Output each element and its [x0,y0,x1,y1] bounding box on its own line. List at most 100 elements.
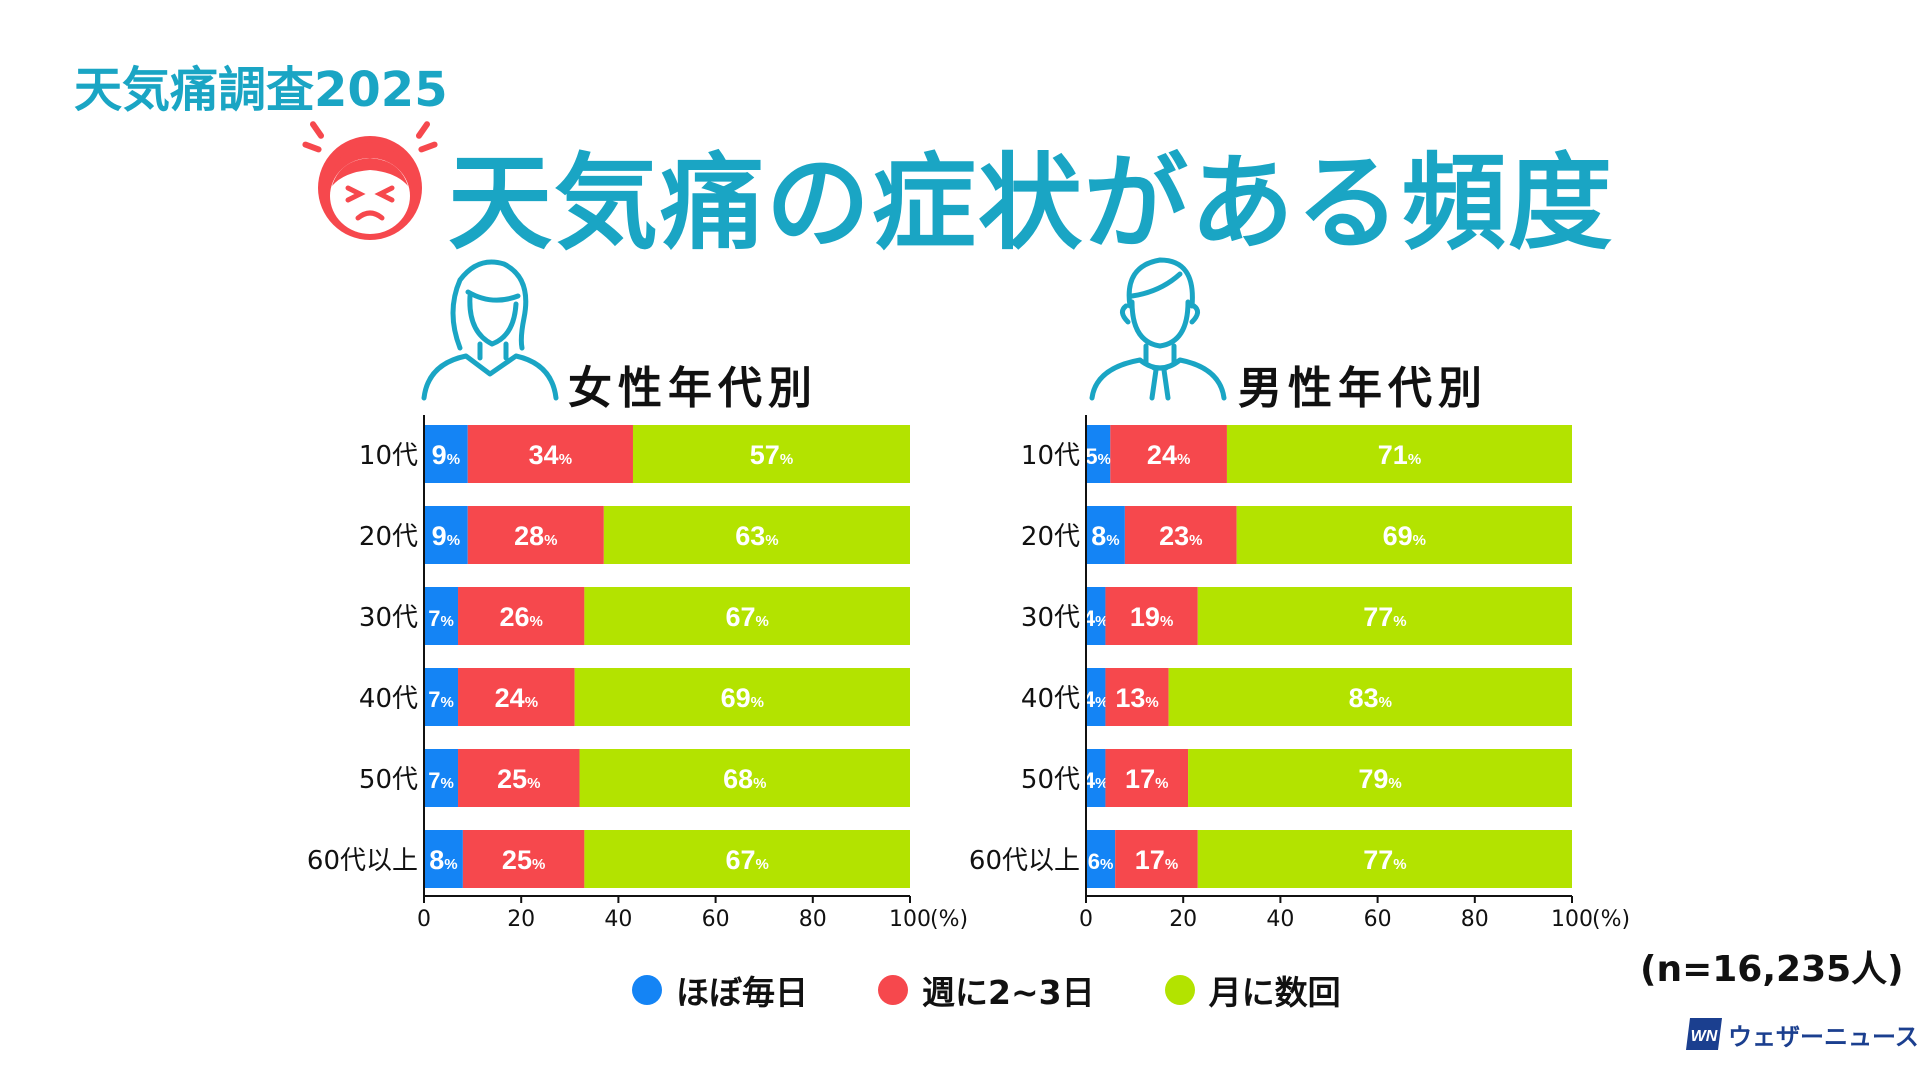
female-bar-weekly [458,749,580,807]
female-x-tick-label: 100 [889,907,931,932]
male-x-unit-label: (%) [1592,907,1630,932]
male-category-label: 20代 [1021,522,1080,552]
male-data-label-monthly: 77% [1363,602,1406,632]
female-bar-weekly [467,425,633,483]
female-data-label-weekly: 34% [529,440,572,470]
female-bar-daily [424,425,468,483]
headache-face-icon [302,121,438,240]
female-category-label: 40代 [359,684,418,714]
page-title: 天気痛の症状がある頻度 [448,142,1615,264]
female-bar-weekly [467,506,604,564]
male-bar-daily [1086,587,1106,645]
male-bar-monthly [1168,668,1572,726]
legend-swatch-monthly [1164,975,1195,1005]
male-x-tick-label: 60 [1364,907,1392,932]
male-x-tick-label: 80 [1461,907,1489,932]
male-bar-weekly [1115,830,1198,888]
male-data-label-monthly: 77% [1363,845,1406,875]
male-bar-weekly [1105,749,1189,807]
legend-item-weekly: 週に2~3日 [878,966,1095,1014]
female-data-label-monthly: 57% [750,440,793,470]
male-data-label-weekly: 17% [1135,845,1178,875]
female-bar-daily [424,830,463,888]
female-data-label-daily: 7% [428,687,454,712]
male-x-tick-label: 40 [1266,907,1294,932]
female-category-label: 60代以上 [307,846,418,876]
female-x-tick-label: 60 [702,907,730,932]
male-bar-daily [1086,506,1125,564]
legend-label-monthly: 月に数回 [1208,973,1341,1012]
female-bar-weekly [458,668,575,726]
legend-label-daily: ほぼ毎日 [676,973,808,1012]
female-bar-daily [424,506,468,564]
male-bar-daily [1086,425,1111,483]
male-category-label: 60代以上 [969,846,1080,876]
female-bar-daily [424,587,459,645]
female-bar-weekly [458,587,585,645]
male-bar-monthly [1226,425,1572,483]
sample-size-note: (n=16,235人) [1640,949,1904,990]
female-data-label-weekly: 25% [497,764,540,794]
male-data-label-weekly: 13% [1115,683,1158,713]
female-x-tick-label: 40 [604,907,632,932]
male-panel-title: 男性年代別 [1238,363,1488,414]
female-data-label-monthly: 67% [725,845,768,875]
male-bar-daily [1086,668,1106,726]
female-category-label: 50代 [359,765,418,795]
female-data-label-monthly: 63% [735,521,778,551]
legend: ほぼ毎日 週に2~3日 月に数回 [632,965,1341,1015]
female-data-label-daily: 9% [432,440,460,470]
male-bar-monthly [1236,506,1572,564]
male-category-label: 10代 [1021,441,1080,471]
woman-outline-icon [421,259,559,401]
survey-label: 天気痛調査2025 [74,62,448,118]
female-x-unit-label: (%) [930,907,968,932]
female-category-label: 30代 [359,603,418,633]
male-data-label-weekly: 24% [1147,440,1190,470]
male-bar-daily [1086,749,1106,807]
female-category-label: 20代 [359,522,418,552]
male-data-label-daily: 8% [1091,521,1119,551]
female-x-tick-label: 80 [799,907,827,932]
male-data-label-weekly: 19% [1130,602,1173,632]
female-bar-monthly [579,749,910,807]
female-bar-monthly [584,587,910,645]
female-panel-title: 女性年代別 [568,363,818,414]
female-category-label: 10代 [359,441,418,471]
male-bar-weekly [1124,506,1237,564]
male-category-label: 30代 [1021,603,1080,633]
legend-swatch-weekly [878,975,908,1005]
female-data-label-daily: 8% [429,845,457,875]
female-bar-weekly [462,830,585,888]
male-x-tick-label: 100 [1551,907,1593,932]
weathernews-logo-icon: WN [1686,1018,1722,1050]
female-bar-monthly [603,506,910,564]
female-data-label-daily: 7% [428,768,454,793]
female-data-label-monthly: 67% [725,602,768,632]
male-data-label-weekly: 17% [1125,764,1168,794]
female-bar-daily [424,749,459,807]
male-bar-monthly [1188,749,1572,807]
male-data-label-daily: 5% [1085,444,1111,469]
male-bar-weekly [1110,425,1227,483]
male-bar-weekly [1105,587,1198,645]
female-bar-daily [424,668,459,726]
male-data-label-monthly: 83% [1349,683,1392,713]
female-data-label-weekly: 26% [500,602,543,632]
svg-text:WN: WN [1691,1028,1718,1045]
female-bar-monthly [632,425,910,483]
female-data-label-daily: 7% [428,606,454,631]
female-data-label-weekly: 25% [502,845,545,875]
male-bar-monthly [1197,830,1572,888]
legend-label-weekly: 週に2~3日 [922,973,1095,1012]
male-category-label: 40代 [1021,684,1080,714]
brand: WN ウェザーニュース [1684,1016,1919,1052]
male-data-label-daily: 6% [1088,849,1114,874]
legend-item-monthly: 月に数回 [1164,966,1341,1014]
male-bar-monthly [1197,587,1572,645]
male-data-label-weekly: 23% [1159,521,1202,551]
male-bar-weekly [1105,668,1169,726]
female-data-label-weekly: 24% [495,683,538,713]
man-outline-icon [1089,257,1227,401]
